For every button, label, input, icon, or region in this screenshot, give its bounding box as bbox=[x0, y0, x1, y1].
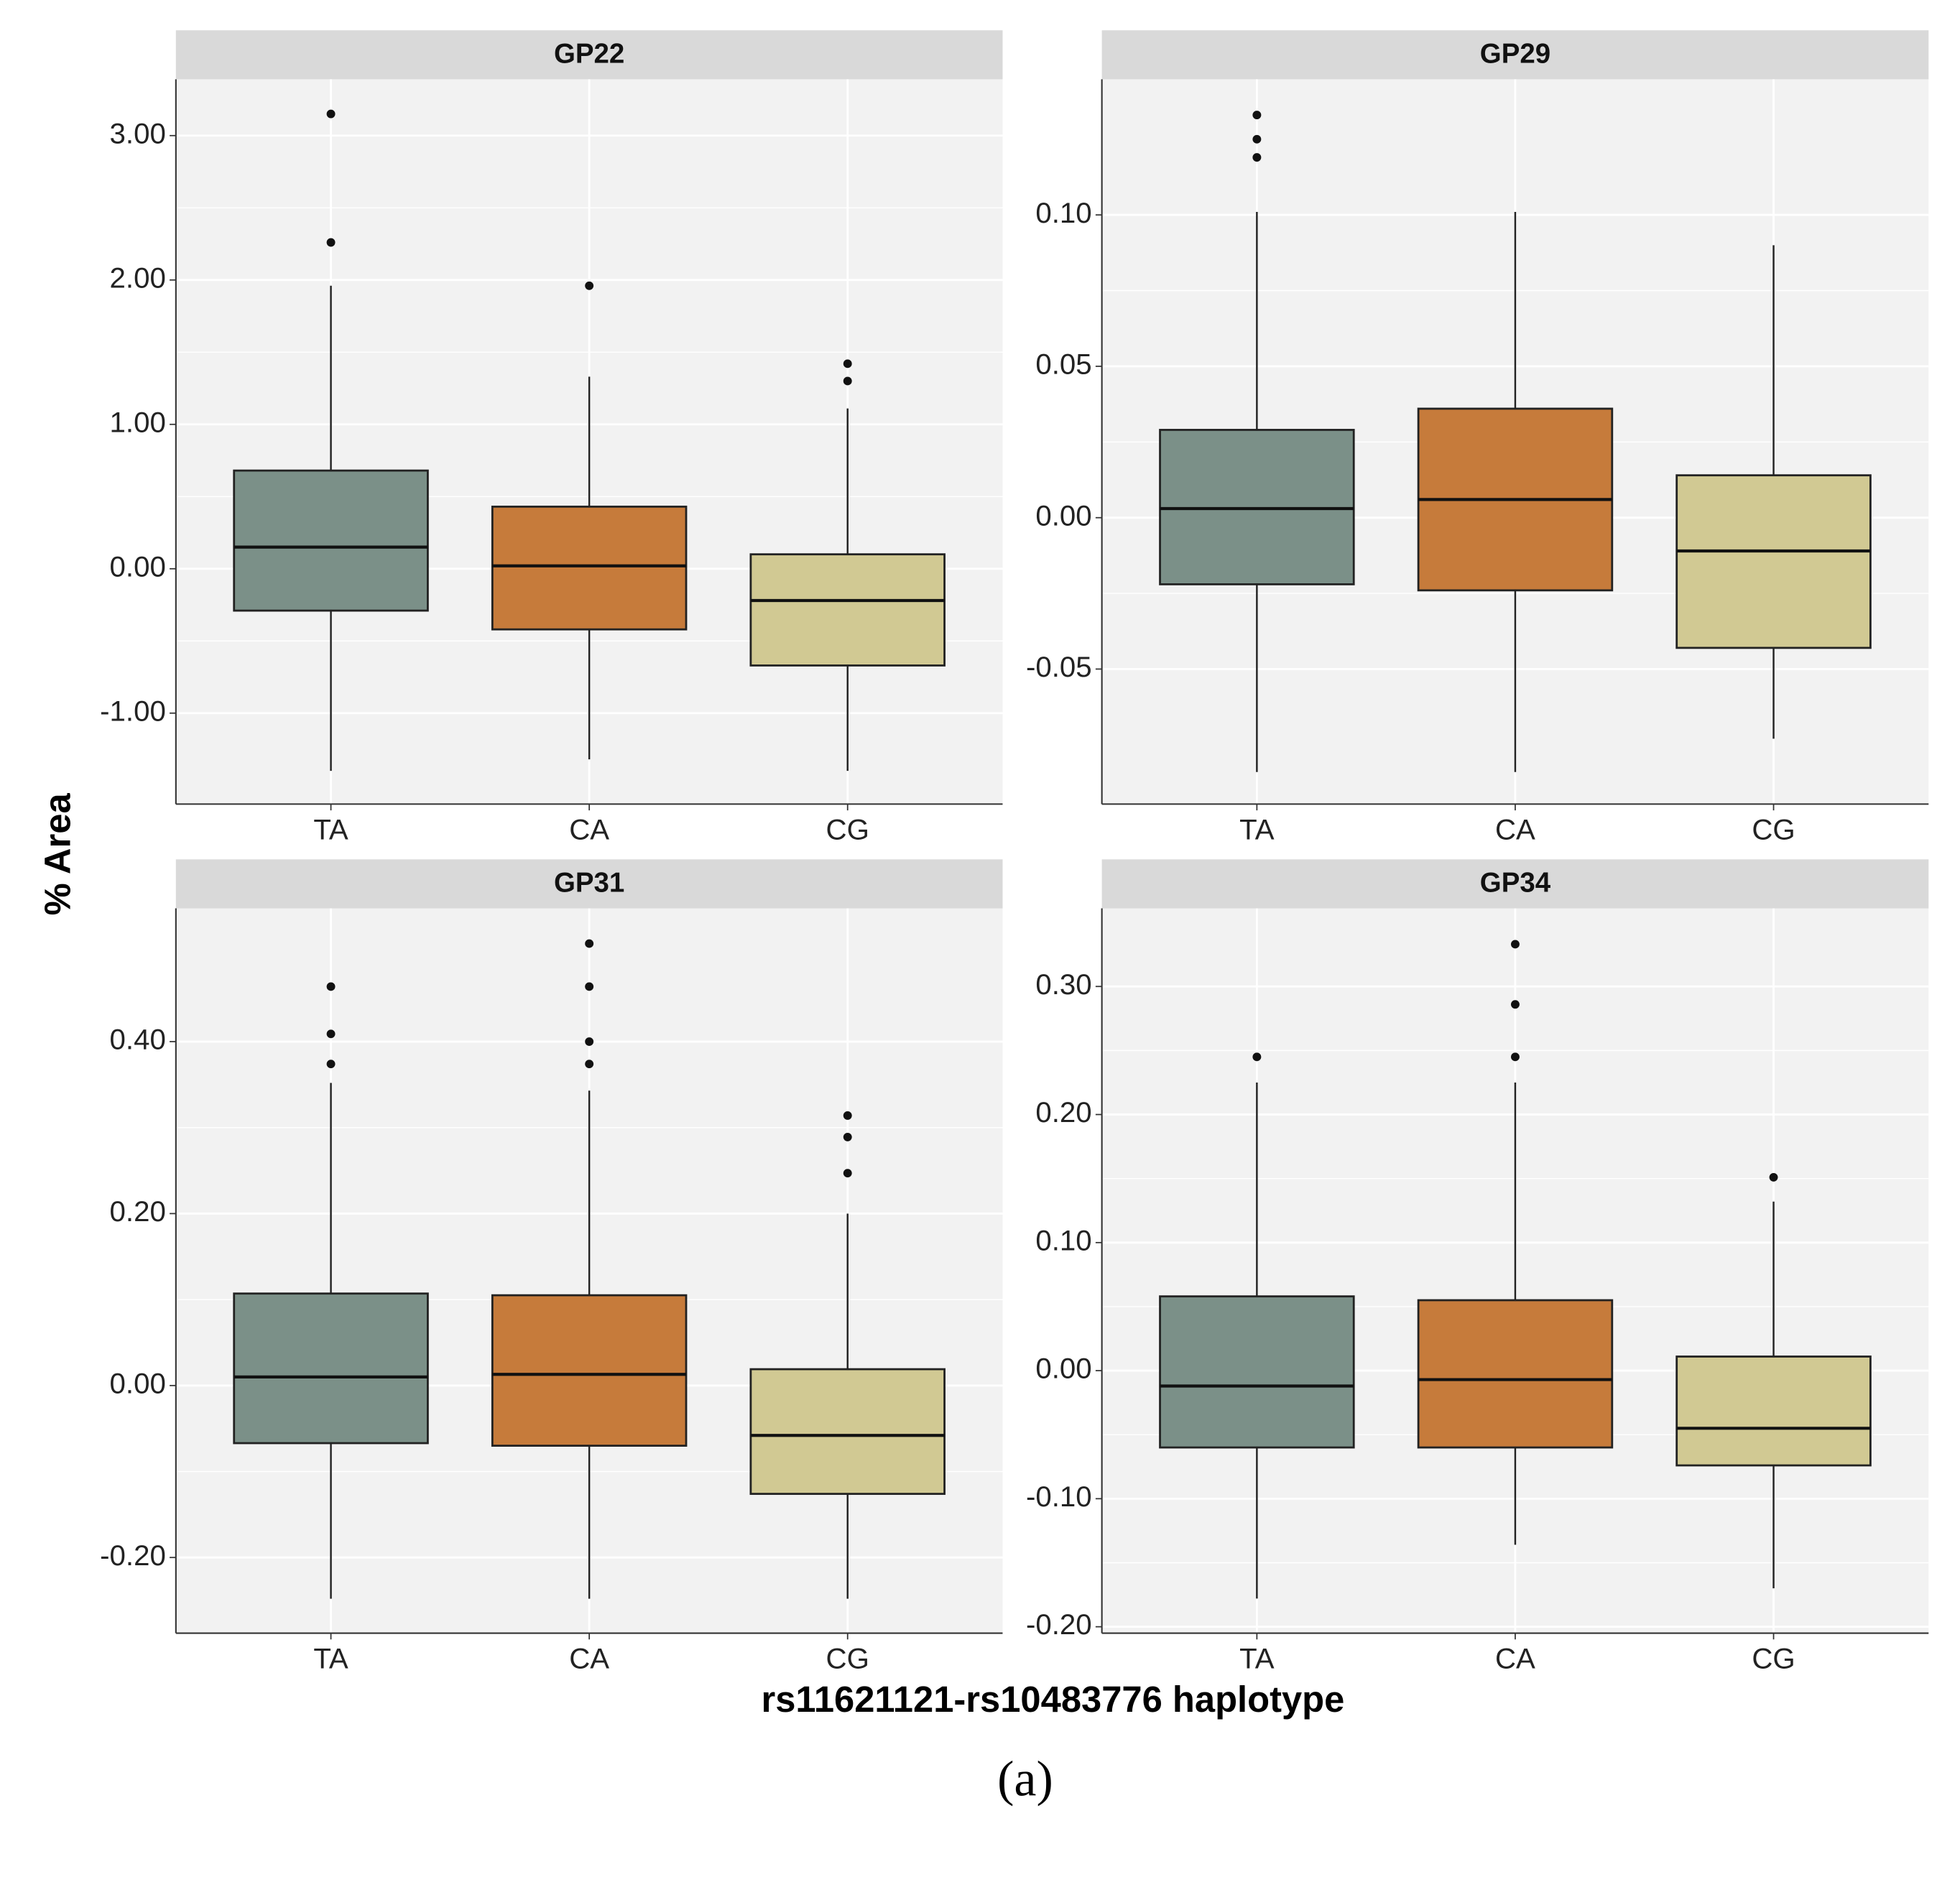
x-tick-label: TA bbox=[313, 813, 348, 845]
y-tick-label: 0.00 bbox=[1035, 499, 1091, 532]
y-tick-label: -0.10 bbox=[1026, 1480, 1092, 1513]
x-tick-label: CA bbox=[569, 1643, 609, 1675]
panel-title: GP29 bbox=[1480, 38, 1550, 69]
y-tick-label: 1.00 bbox=[110, 406, 166, 438]
y-tick-label: 0.40 bbox=[110, 1024, 166, 1056]
x-tick-label: CA bbox=[1495, 813, 1535, 845]
outlier bbox=[843, 359, 852, 369]
outlier bbox=[326, 982, 336, 991]
x-tick-label: CG bbox=[1752, 813, 1795, 845]
y-tick-label: 0.30 bbox=[1035, 968, 1091, 1001]
outlier bbox=[843, 1132, 852, 1141]
y-tick-label: 2.00 bbox=[110, 261, 166, 294]
panel-title: GP22 bbox=[554, 38, 624, 69]
x-tick-label: CG bbox=[1752, 1643, 1795, 1675]
y-axis-title: % Area bbox=[37, 793, 78, 916]
outlier bbox=[326, 238, 336, 247]
outlier bbox=[1252, 153, 1262, 162]
y-tick-label: -1.00 bbox=[100, 695, 166, 727]
y-tick-label: -0.20 bbox=[1026, 1608, 1092, 1641]
box bbox=[1675, 474, 1872, 649]
y-tick-label: 0.00 bbox=[110, 550, 166, 583]
x-tick-label: CG bbox=[826, 1643, 869, 1675]
y-tick-label: 0.00 bbox=[1035, 1353, 1091, 1385]
strip bbox=[1101, 859, 1929, 909]
y-tick-label: 0.20 bbox=[1035, 1096, 1091, 1128]
y-tick-label: -0.05 bbox=[1026, 651, 1092, 683]
x-tick-label: TA bbox=[313, 1643, 348, 1675]
x-tick-label: TA bbox=[1239, 1643, 1275, 1675]
x-axis-title: rs11621121-rs10483776 haplotype bbox=[761, 1679, 1344, 1720]
y-tick-label: 0.10 bbox=[1035, 1224, 1091, 1256]
y-tick-label: 3.00 bbox=[110, 117, 166, 149]
box bbox=[491, 1294, 688, 1447]
box bbox=[1159, 1295, 1355, 1449]
y-tick-label: -0.20 bbox=[100, 1539, 166, 1572]
x-tick-label: TA bbox=[1239, 813, 1275, 845]
box bbox=[1417, 1299, 1614, 1449]
panel-title: GP34 bbox=[1480, 867, 1551, 898]
y-tick-label: 0.00 bbox=[110, 1367, 166, 1399]
box bbox=[1675, 1355, 1872, 1467]
outlier bbox=[326, 1029, 336, 1039]
outlier bbox=[585, 281, 594, 290]
box bbox=[749, 553, 946, 667]
y-tick-label: 0.10 bbox=[1035, 197, 1091, 229]
x-tick-label: CA bbox=[1495, 1643, 1535, 1675]
outlier bbox=[1511, 1052, 1520, 1062]
outlier bbox=[1252, 111, 1262, 120]
y-tick-label: 0.20 bbox=[110, 1195, 166, 1228]
outlier bbox=[843, 376, 852, 386]
strip bbox=[1101, 30, 1929, 80]
box bbox=[233, 469, 429, 612]
x-tick-label: CG bbox=[826, 813, 869, 845]
outlier bbox=[326, 1060, 336, 1069]
outlier bbox=[1511, 1000, 1520, 1009]
outlier bbox=[585, 982, 594, 991]
outlier bbox=[585, 1037, 594, 1047]
box bbox=[491, 505, 688, 631]
x-tick-label: CA bbox=[569, 813, 609, 845]
strip bbox=[175, 859, 1003, 909]
outlier bbox=[1769, 1172, 1778, 1182]
y-tick-label: 0.05 bbox=[1035, 348, 1091, 381]
strip bbox=[175, 30, 1003, 80]
outlier bbox=[1252, 1052, 1262, 1062]
box bbox=[1159, 429, 1355, 585]
outlier bbox=[843, 1111, 852, 1120]
outlier bbox=[1252, 134, 1262, 144]
caption: (a) bbox=[997, 1751, 1053, 1807]
outlier bbox=[585, 939, 594, 948]
panel-title: GP31 bbox=[554, 867, 624, 898]
outlier bbox=[326, 109, 336, 119]
outlier bbox=[1511, 940, 1520, 949]
outlier bbox=[585, 1060, 594, 1069]
box bbox=[749, 1368, 946, 1496]
box bbox=[233, 1292, 429, 1445]
outlier bbox=[843, 1169, 852, 1178]
